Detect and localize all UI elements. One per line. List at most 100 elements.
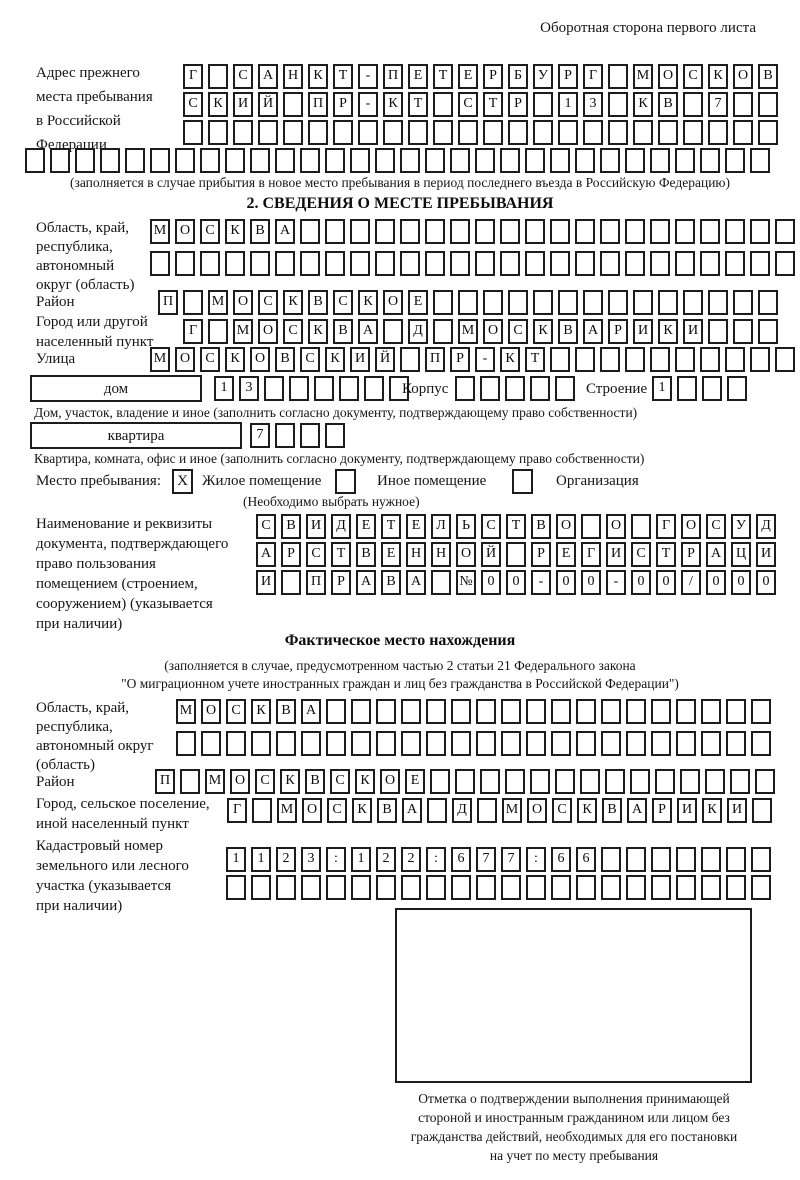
char-box (233, 120, 253, 145)
char-box (275, 148, 295, 173)
char-box: М (205, 769, 225, 794)
char-box: Т (333, 64, 353, 89)
char-box: В (308, 290, 328, 315)
char-box (433, 120, 453, 145)
actual-location-caption-2: "О миграционном учете иностранных гражда… (121, 676, 679, 691)
char-box (601, 699, 621, 724)
char-box: Р (483, 64, 503, 89)
cadastral-row-2 (226, 875, 776, 900)
char-box (180, 769, 200, 794)
char-box (550, 347, 570, 372)
city-label: Город или другой населенный пункт (36, 314, 154, 350)
char-box: 2 (376, 847, 396, 872)
char-box (650, 251, 670, 276)
char-box (626, 847, 646, 872)
char-box: А (402, 798, 422, 823)
char-box: Р (652, 798, 672, 823)
char-box: Д (452, 798, 472, 823)
char-box (308, 120, 328, 145)
place-type-label: Место пребывания: (36, 473, 161, 489)
char-box: К (355, 769, 375, 794)
char-box: С (552, 798, 572, 823)
char-box: Б (508, 64, 528, 89)
char-box (758, 92, 778, 117)
char-box (480, 769, 500, 794)
char-box (401, 731, 421, 756)
char-box: М (277, 798, 297, 823)
char-box (526, 699, 546, 724)
char-box (600, 219, 620, 244)
char-box (476, 699, 496, 724)
char-box (701, 699, 721, 724)
char-box: А (358, 319, 378, 344)
char-box (501, 875, 521, 900)
char-box: К (358, 290, 378, 315)
char-box (389, 376, 409, 401)
char-box: Д (408, 319, 428, 344)
char-box (600, 251, 620, 276)
char-box (401, 875, 421, 900)
char-box: К (702, 798, 722, 823)
char-box (375, 251, 395, 276)
char-box: - (358, 92, 378, 117)
char-box: И (233, 92, 253, 117)
char-box (755, 769, 775, 794)
char-box (550, 251, 570, 276)
apartment-row: 7 (250, 423, 350, 448)
char-box (426, 699, 446, 724)
char-box: К (280, 769, 300, 794)
char-box: Т (506, 514, 526, 539)
char-box (433, 319, 453, 344)
char-box (475, 219, 495, 244)
char-box (175, 251, 195, 276)
char-box: Р (608, 319, 628, 344)
char-box: В (356, 542, 376, 567)
char-box (275, 423, 295, 448)
char-box: Н (406, 542, 426, 567)
char-box: М (208, 290, 228, 315)
char-box: М (233, 319, 253, 344)
char-box: О (658, 64, 678, 89)
char-box (575, 251, 595, 276)
char-box: 1 (351, 847, 371, 872)
char-box (427, 798, 447, 823)
char-box (626, 699, 646, 724)
char-box: Й (481, 542, 501, 567)
char-box (608, 120, 628, 145)
char-box: С (258, 290, 278, 315)
char-box (325, 148, 345, 173)
char-box (350, 251, 370, 276)
prev-address-caption: (заполняется в случае прибытия в новое м… (69, 175, 731, 190)
char-box (580, 769, 600, 794)
char-box (601, 731, 621, 756)
char-box: А (406, 570, 426, 595)
char-box: - (475, 347, 495, 372)
char-box: О (527, 798, 547, 823)
char-box: М (176, 699, 196, 724)
char-box (401, 699, 421, 724)
char-box (150, 148, 170, 173)
organization-checkbox (512, 469, 533, 494)
char-box (733, 120, 753, 145)
char-box (351, 699, 371, 724)
char-box (431, 570, 451, 595)
char-box: С (226, 699, 246, 724)
char-box (451, 699, 471, 724)
char-box (726, 731, 746, 756)
char-box: М (150, 347, 170, 372)
char-box (501, 731, 521, 756)
char-box: В (381, 570, 401, 595)
char-box (705, 769, 725, 794)
char-box (750, 347, 770, 372)
char-box (425, 219, 445, 244)
char-box (326, 731, 346, 756)
char-box (675, 251, 695, 276)
char-box: 1 (226, 847, 246, 872)
char-box (676, 699, 696, 724)
char-box: Р (531, 542, 551, 567)
char-box (183, 290, 203, 315)
char-box: Р (331, 570, 351, 595)
char-box: М (633, 64, 653, 89)
char-box: П (155, 769, 175, 794)
char-box (633, 290, 653, 315)
